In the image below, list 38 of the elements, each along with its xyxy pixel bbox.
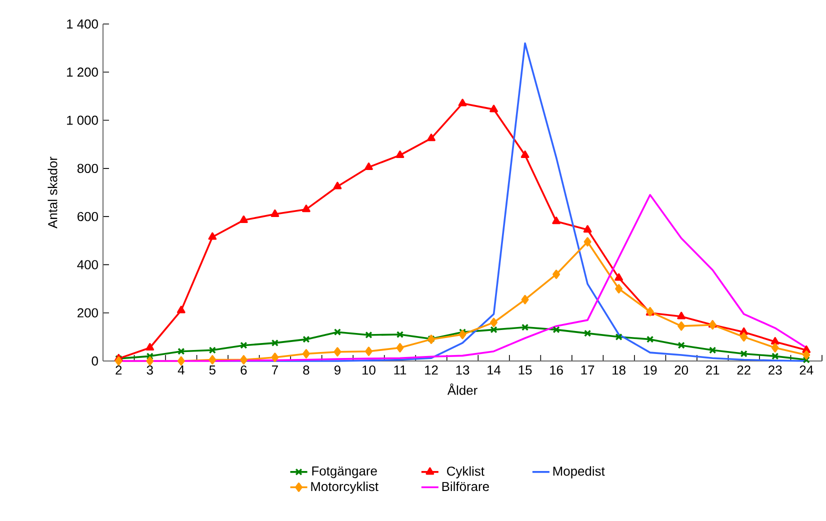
x-tick-label: 7: [272, 366, 278, 374]
x-tick-label: 20: [674, 366, 688, 375]
x-tick-label: 23: [768, 366, 782, 375]
legend-label: Bilförare: [442, 482, 489, 492]
x-tick-label: 24: [800, 366, 814, 375]
x-tick-label: 19: [644, 366, 657, 375]
x-tick-label: 9: [334, 366, 340, 375]
y-tick-label: 200: [78, 308, 98, 318]
legend-label: Motorcyklist: [311, 482, 378, 494]
x-tick-label: 4: [178, 366, 184, 374]
y-tick-label: 1 000: [67, 116, 98, 125]
legend-label: Mopedist: [553, 466, 605, 478]
x-tick-label: 3: [146, 366, 153, 375]
x-tick-label: 12: [425, 366, 438, 375]
x-tick-label: 16: [550, 366, 563, 375]
y-tick-label: 400: [77, 260, 98, 270]
legend-label: Cyklist: [447, 466, 484, 478]
legend-label: Fotgängare: [312, 466, 377, 478]
x-tick-label: 13: [456, 366, 470, 375]
x-tick-label: 10: [362, 366, 376, 375]
x-tick-label: 5: [209, 366, 216, 375]
x-tick-label: 22: [737, 366, 750, 375]
y-tick-label: 1 400: [67, 19, 98, 29]
x-axis-title: Ålder: [447, 384, 478, 395]
x-tick-label: 14: [488, 366, 501, 374]
x-tick-label: 15: [518, 366, 532, 375]
x-tick-label: 17: [581, 366, 594, 374]
y-tick-label: 1 200: [67, 68, 98, 77]
x-tick-label: 21: [706, 366, 720, 375]
y-tick-label: 0: [92, 356, 98, 366]
y-axis-title: Antal skador: [48, 156, 58, 228]
y-tick-label: 600: [78, 212, 98, 222]
x-tick-label: 11: [394, 366, 406, 374]
y-tick-label: 800: [77, 164, 98, 173]
x-tick-label: 8: [303, 366, 310, 375]
x-tick-label: 18: [612, 366, 626, 375]
x-tick-label: 2: [116, 366, 122, 375]
x-tick-label: 6: [240, 366, 247, 375]
